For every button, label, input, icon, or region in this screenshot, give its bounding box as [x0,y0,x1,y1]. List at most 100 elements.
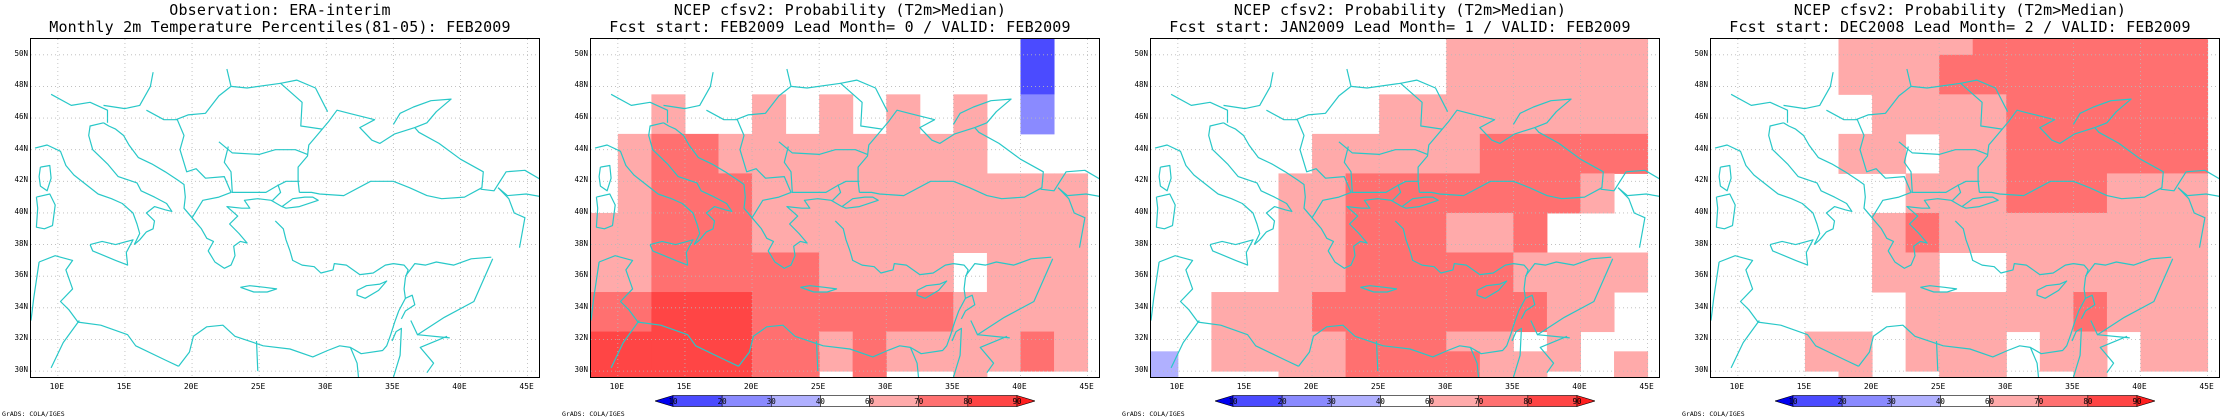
coastline [38,255,179,367]
probability-cell [1872,54,1907,95]
probability-cell [1244,292,1279,333]
lat-tick-label: 34N [14,301,28,311]
probability-cell [651,212,686,253]
colorbar-bin [1330,395,1381,407]
probability-cell [1345,292,1380,333]
colorbar-bin [1429,395,1480,407]
coastline [1208,122,1293,246]
probability-cell [919,173,954,214]
probability-cell [1151,351,1179,377]
probability-cell [2174,94,2209,135]
coastline [1977,109,2164,200]
lat-tick-label: 34N [574,301,588,311]
colorbar-label: 60 [1425,397,1435,406]
probability-cell [1580,94,1615,135]
probability-cell [2039,39,2074,56]
colorbar-bin [672,395,723,407]
probability-cell [819,94,854,135]
probability-cell [2140,212,2175,253]
coastline [834,220,969,278]
coastline [2029,347,2040,377]
coastline [2071,327,2082,377]
probability-cell [1838,39,1873,56]
probability-cell [1939,54,1974,95]
colorbar-bin [967,395,1018,407]
colorbar-label: 80 [963,397,973,406]
lon-tick-label: 10E [49,382,65,391]
probability-cell [1312,212,1347,253]
lat-tick-label: 44N [1134,143,1148,153]
coastline [1524,256,1612,277]
probability-cell [852,292,887,333]
lat-tick-label: 36N [1134,270,1148,280]
coastline [1209,239,1254,266]
probability-cell [1939,39,1974,56]
probability-cell [718,292,753,333]
probability-cell [1939,212,1974,253]
coastline [2097,334,2130,339]
probability-cell [1278,252,1313,293]
probability-cell [1939,94,1974,135]
colorbar-label: 60 [865,397,875,406]
probability-cell [986,252,1021,293]
probability-cell [1513,252,1548,293]
probability-cell [2039,212,2074,253]
map-plot[interactable] [1710,38,2220,378]
coastline [778,141,868,156]
probability-cell [651,351,686,377]
coastline [1170,320,1200,369]
lat-tick-label: 38N [1694,238,1708,248]
coastline [1223,122,1403,269]
coastline [223,146,300,193]
probability-cell [1379,133,1414,174]
colorbar-label: 90 [1012,397,1022,406]
lon-tick-label: 40E [452,382,467,391]
lon-tick-label: 45E [1079,382,1094,391]
probability-cell [684,212,719,253]
lat-tick-label: 38N [574,238,588,248]
coastline [1903,146,1980,193]
probability-cell [1479,133,1514,174]
coastline [255,340,259,372]
probability-cell [2140,133,2175,174]
probability-cell [1972,54,2007,95]
lat-tick-label: 30N [1694,365,1708,375]
probability-cell [2006,39,2041,56]
coastline [598,255,739,367]
probability-cell [2140,39,2175,56]
probability-cell [2140,173,2175,214]
probability-cell [886,173,921,214]
panel-lead2: NCEP cfsv2: Probability (T2m>Median) Fcs… [1680,0,2240,420]
colorbar-bin [1281,395,1332,407]
probability-cell [1020,94,1055,135]
probability-cell [1446,54,1481,95]
probability-cell [886,292,921,333]
lon-tick-label: 25E [250,382,266,391]
probability-cell [684,351,719,377]
coastline [1960,79,2009,112]
lon-tick-label: 25E [1930,382,1946,391]
colorbar-label: 90 [2132,397,2142,406]
coastline [1511,327,1522,377]
coastline [2084,256,2172,277]
probability-cell [819,173,854,214]
map-plot[interactable] [1150,38,1660,378]
map-plot[interactable] [30,38,540,378]
coastline [663,122,843,269]
lon-tick-label: 35E [945,382,960,391]
coastline [34,144,141,245]
map-plot[interactable] [590,38,1100,378]
probability-cell [785,351,820,377]
colorbar-label: 60 [1985,397,1995,406]
probability-cell [986,173,1021,214]
probability-cell [1580,54,1615,95]
probability-cell [1479,351,1514,377]
lon-tick-label: 25E [810,382,826,391]
coastline [297,109,484,200]
lat-tick-label: 48N [1134,80,1148,90]
probability-cell [617,173,652,214]
probability-cell [1905,39,1940,56]
probability-cell [1905,94,1940,135]
coastline [1469,347,1480,377]
probability-cell [1412,292,1447,333]
